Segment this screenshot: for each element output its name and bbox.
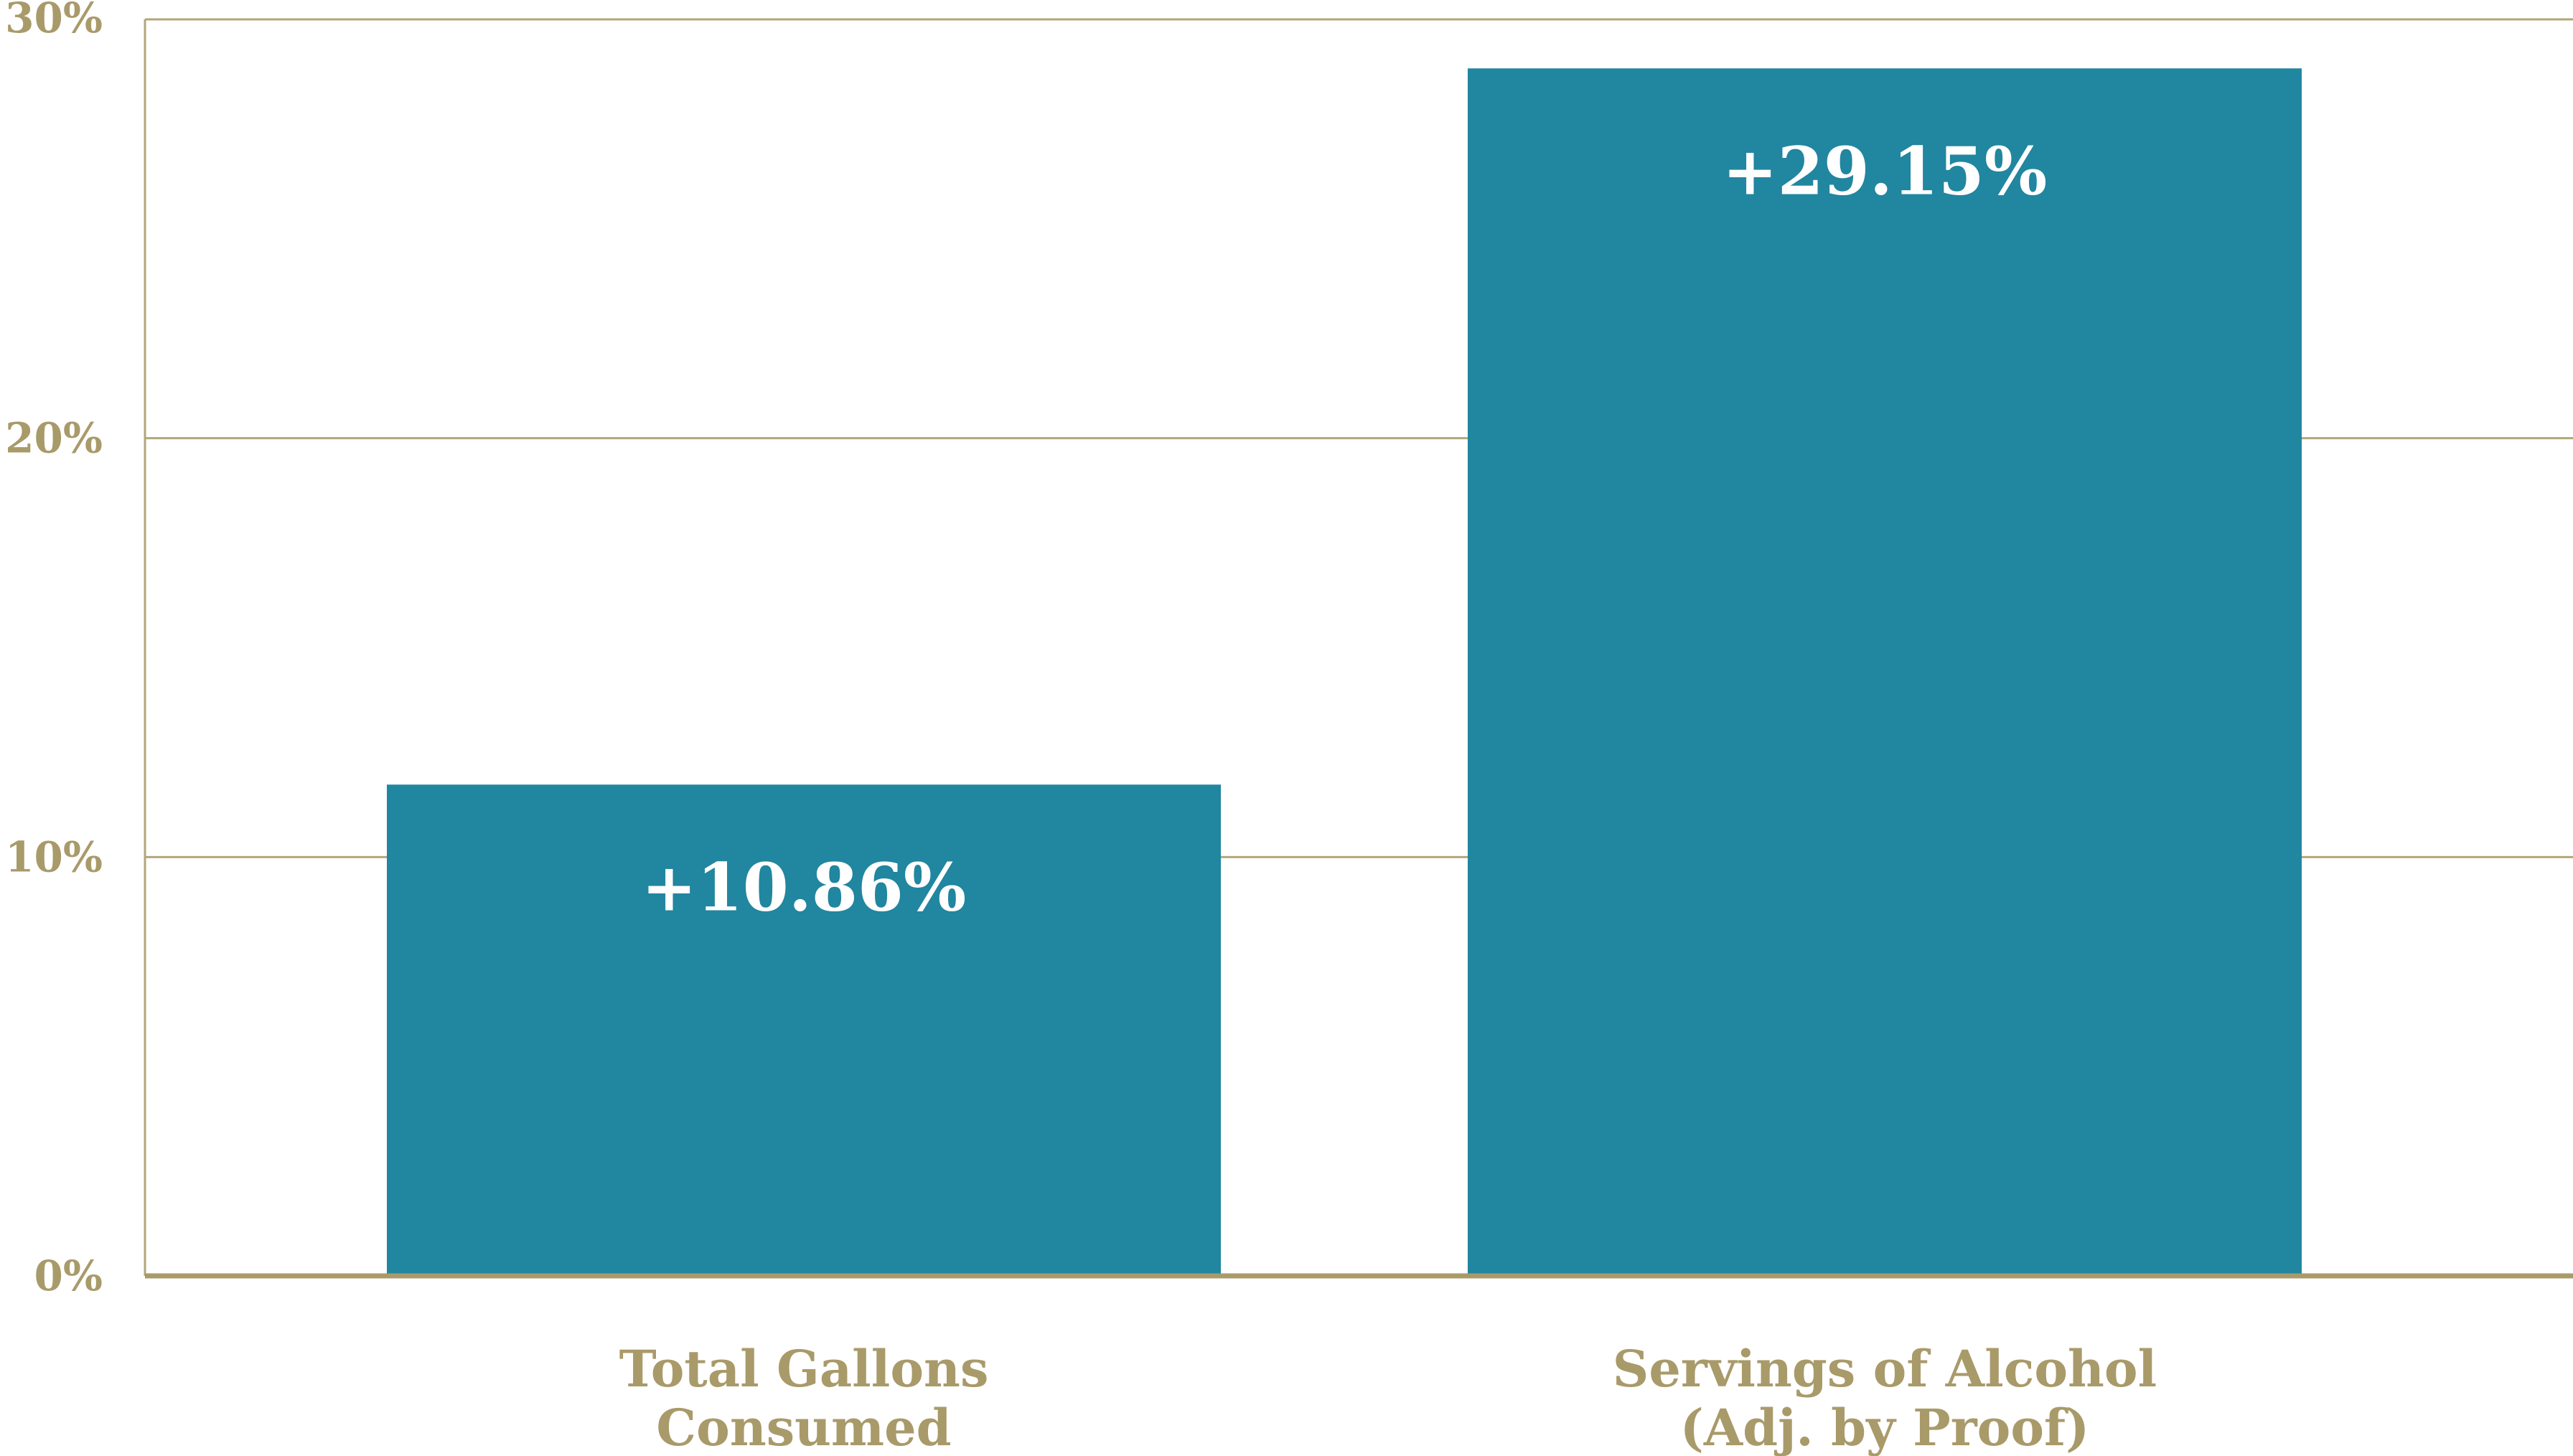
bar-2 <box>1468 68 2302 1274</box>
x-category-label: (Adj. by Proof) <box>1680 1398 2090 1456</box>
bar-value-label: +29.15% <box>1723 132 2048 210</box>
y-tick-label: 30% <box>5 0 103 42</box>
bar-value-labels: +10.86% +29.15% <box>642 132 2048 926</box>
bar-value-label: +10.86% <box>642 848 967 926</box>
y-tick-labels: 0% 10% 20% 30% <box>5 0 103 1300</box>
bar-1 <box>387 784 1221 1274</box>
x-category-label: Consumed <box>656 1398 951 1456</box>
x-category-label: Total Gallons <box>619 1339 989 1399</box>
axes <box>144 19 2573 1279</box>
y-tick-label: 0% <box>34 1251 103 1300</box>
bars <box>387 68 2302 1274</box>
y-tick-label: 10% <box>5 832 103 881</box>
x-category-label: Servings of Alcohol <box>1613 1339 2157 1399</box>
y-tick-label: 20% <box>5 414 103 463</box>
